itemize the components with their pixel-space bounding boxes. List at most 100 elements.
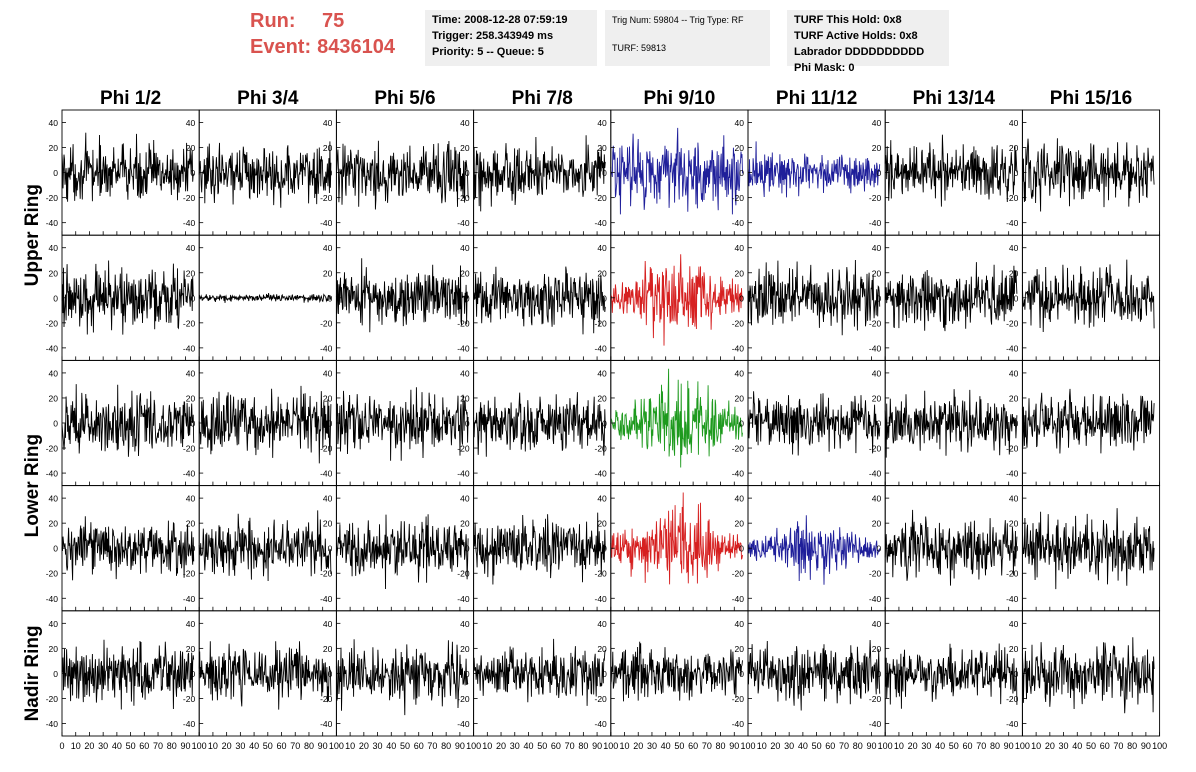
run-label: Run: xyxy=(250,10,296,32)
ring-label: Upper Ring xyxy=(22,184,43,286)
y-tick-label: 20 xyxy=(1009,644,1019,654)
x-tick-label: 40 xyxy=(523,741,533,751)
x-tick-label: 80 xyxy=(167,741,177,751)
y-tick-label: 20 xyxy=(460,268,470,278)
y-tick-label: 0 xyxy=(876,293,881,303)
waveform-trace xyxy=(1021,388,1155,454)
y-tick-label: 0 xyxy=(739,293,744,303)
x-tick-label: 10 xyxy=(620,741,630,751)
x-tick-label: 90 xyxy=(318,741,328,751)
y-tick-label: -40 xyxy=(595,469,608,479)
y-tick-label: -20 xyxy=(732,444,745,454)
y-tick-label: 40 xyxy=(460,619,470,629)
y-tick-label: 40 xyxy=(323,494,333,504)
y-tick-label: -40 xyxy=(320,469,333,479)
y-tick-label: -20 xyxy=(595,318,608,328)
y-tick-label: 20 xyxy=(460,519,470,529)
waveform-trace xyxy=(747,515,881,585)
y-tick-label: -20 xyxy=(320,694,333,704)
x-tick-label: 100 xyxy=(1152,741,1167,751)
x-tick-label: 70 xyxy=(839,741,849,751)
y-tick-label: -20 xyxy=(46,694,59,704)
column-header: Phi 9/10 xyxy=(643,88,715,109)
y-tick-label: 0 xyxy=(1014,168,1019,178)
y-tick-label: 40 xyxy=(597,243,607,253)
waveform-trace xyxy=(473,512,606,585)
x-tick-label: 10 xyxy=(208,741,218,751)
x-tick-label: 60 xyxy=(414,741,424,751)
y-tick-label: 20 xyxy=(872,519,882,529)
y-tick-label: 0 xyxy=(53,293,58,303)
y-tick-label: 20 xyxy=(460,393,470,403)
y-tick-label: 40 xyxy=(460,494,470,504)
labrador-text: Labrador DDDDDDDDDD xyxy=(794,46,925,58)
y-tick-label: 20 xyxy=(735,519,745,529)
x-tick-label: 90 xyxy=(866,741,876,751)
y-tick-label: 40 xyxy=(323,243,333,253)
y-tick-label: -40 xyxy=(732,218,745,228)
y-tick-label: -40 xyxy=(183,469,196,479)
y-tick-label: 0 xyxy=(328,544,333,554)
waveform-trace xyxy=(747,639,881,711)
y-tick-label: 20 xyxy=(186,519,196,529)
y-tick-label: -40 xyxy=(320,719,333,729)
y-tick-label: -40 xyxy=(869,594,882,604)
y-tick-label: 40 xyxy=(735,619,745,629)
column-header: Phi 11/12 xyxy=(776,88,857,109)
x-tick-label: 70 xyxy=(290,741,300,751)
y-tick-label: 0 xyxy=(53,544,58,554)
y-tick-label: 0 xyxy=(876,669,881,679)
waveform-trace xyxy=(61,132,195,202)
y-tick-label: 0 xyxy=(602,168,607,178)
y-tick-label: 0 xyxy=(876,544,881,554)
y-tick-label: -40 xyxy=(1006,719,1019,729)
ring-label: Lower Ring xyxy=(22,434,43,537)
y-tick-label: 40 xyxy=(872,619,882,629)
y-tick-label: -20 xyxy=(1006,444,1019,454)
y-tick-label: -40 xyxy=(457,469,470,479)
x-tick-label: 60 xyxy=(1100,741,1110,751)
waveform-trace xyxy=(610,368,743,468)
y-tick-label: 20 xyxy=(49,393,59,403)
y-tick-label: -40 xyxy=(457,343,470,353)
waveform-trace xyxy=(473,392,606,457)
waveform-trace xyxy=(198,641,332,710)
x-tick-label: 20 xyxy=(633,741,643,751)
y-tick-label: 0 xyxy=(190,544,195,554)
x-tick-label: 100 xyxy=(740,741,755,751)
y-tick-label: -20 xyxy=(320,318,333,328)
column-header: Phi 5/6 xyxy=(374,88,435,109)
waveform-trace xyxy=(198,385,332,464)
x-tick-label: 90 xyxy=(1141,741,1151,751)
y-tick-label: 0 xyxy=(876,419,881,429)
x-tick-label: 50 xyxy=(400,741,410,751)
x-tick-label: 100 xyxy=(192,741,207,751)
y-tick-label: 0 xyxy=(190,669,195,679)
y-tick-label: 0 xyxy=(739,544,744,554)
y-tick-label: 0 xyxy=(1014,669,1019,679)
y-tick-label: 20 xyxy=(1009,393,1019,403)
y-tick-label: 20 xyxy=(1009,519,1019,529)
y-tick-label: 40 xyxy=(323,118,333,128)
x-tick-label: 80 xyxy=(304,741,314,751)
x-tick-label: 30 xyxy=(235,741,245,751)
turf-info-panel: TURF This Hold: 0x8 TURF Active Holds: 0… xyxy=(787,10,949,74)
column-header: Phi 3/4 xyxy=(237,88,299,109)
x-tick-label: 90 xyxy=(729,741,739,751)
x-tick-label: 40 xyxy=(661,741,671,751)
y-tick-label: 20 xyxy=(323,268,333,278)
waveform-trace xyxy=(884,389,1018,458)
x-tick-label: 30 xyxy=(510,741,520,751)
run-event-box: Run: 75 Event: 8436104 xyxy=(250,8,420,60)
x-tick-label: 10 xyxy=(345,741,355,751)
y-tick-label: -40 xyxy=(869,218,882,228)
y-tick-label: -40 xyxy=(869,343,882,353)
x-tick-label: 40 xyxy=(935,741,945,751)
x-tick-label: 100 xyxy=(603,741,618,751)
y-tick-label: 0 xyxy=(190,419,195,429)
y-tick-label: 40 xyxy=(735,243,745,253)
x-tick-label: 40 xyxy=(386,741,396,751)
x-tick-label: 80 xyxy=(441,741,451,751)
waveform-trace xyxy=(610,492,743,585)
y-tick-label: 40 xyxy=(186,368,196,378)
